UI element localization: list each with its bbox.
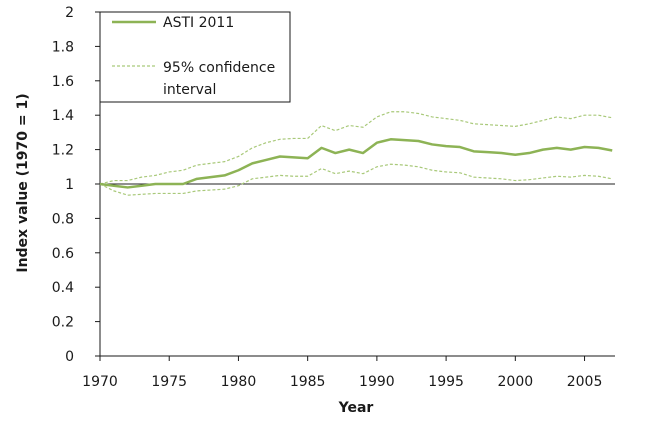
y-tick-label: 0 — [65, 349, 74, 365]
x-axis-title: Year — [338, 400, 374, 416]
y-tick-label: 1.6 — [52, 74, 74, 90]
y-tick-label: 0.8 — [52, 211, 74, 227]
y-tick-label: 1.8 — [52, 39, 74, 55]
legend-label-confidence-interval-line2: interval — [163, 82, 216, 98]
x-tick-label: 1980 — [221, 374, 257, 390]
legend-label-confidence-interval-line1: 95% confidence — [163, 60, 275, 76]
series-line-confidence-lower — [99, 163, 613, 196]
y-axis-title: Index value (1970 = 1) — [15, 93, 31, 272]
x-tick-label: 1995 — [428, 374, 464, 390]
y-tick-label: 1 — [65, 177, 74, 193]
y-tick-label: 2 — [65, 5, 74, 21]
y-tick-label: 1.4 — [52, 108, 74, 124]
legend: ASTI 2011 95% confidence interval — [99, 11, 291, 103]
x-tick-label: 1970 — [82, 374, 118, 390]
x-tick-label: 2005 — [567, 374, 603, 390]
x-tick-label: 1975 — [151, 374, 187, 390]
y-ticks: 0 0.2 0.4 0.6 0.8 1 1.2 1.4 1.6 1.8 2 — [52, 5, 100, 365]
series-lines — [99, 111, 613, 196]
x-tick-label: 1985 — [290, 374, 326, 390]
x-tick-label: 1990 — [359, 374, 395, 390]
series-line-confidence-upper — [99, 111, 613, 185]
y-tick-label: 0.2 — [52, 315, 74, 331]
y-tick-label: 0.6 — [52, 246, 74, 262]
series-line-asti-2011 — [99, 138, 613, 189]
y-tick-label: 1.2 — [52, 143, 74, 159]
x-tick-label: 2000 — [498, 374, 534, 390]
plot-area: 0 0.2 0.4 0.6 0.8 1 1.2 1.4 1.6 1.8 2 1970 1975 1980… — [52, 5, 615, 390]
x-ticks: 1970 1975 1980 1985 1990 1995 2000 2005 — [82, 356, 602, 390]
legend-box — [99, 11, 291, 103]
legend-label-asti-2011: ASTI 2011 — [163, 15, 234, 31]
y-tick-label: 0.4 — [52, 280, 74, 296]
